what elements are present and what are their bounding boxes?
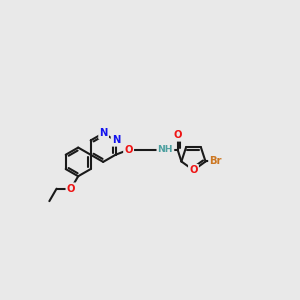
Text: Br: Br [209, 157, 222, 166]
Text: O: O [67, 184, 75, 194]
Text: O: O [173, 130, 182, 140]
Text: O: O [189, 165, 198, 175]
Text: N: N [99, 128, 108, 138]
Text: N: N [112, 135, 120, 146]
Text: O: O [124, 145, 133, 155]
Text: NH: NH [158, 145, 173, 154]
